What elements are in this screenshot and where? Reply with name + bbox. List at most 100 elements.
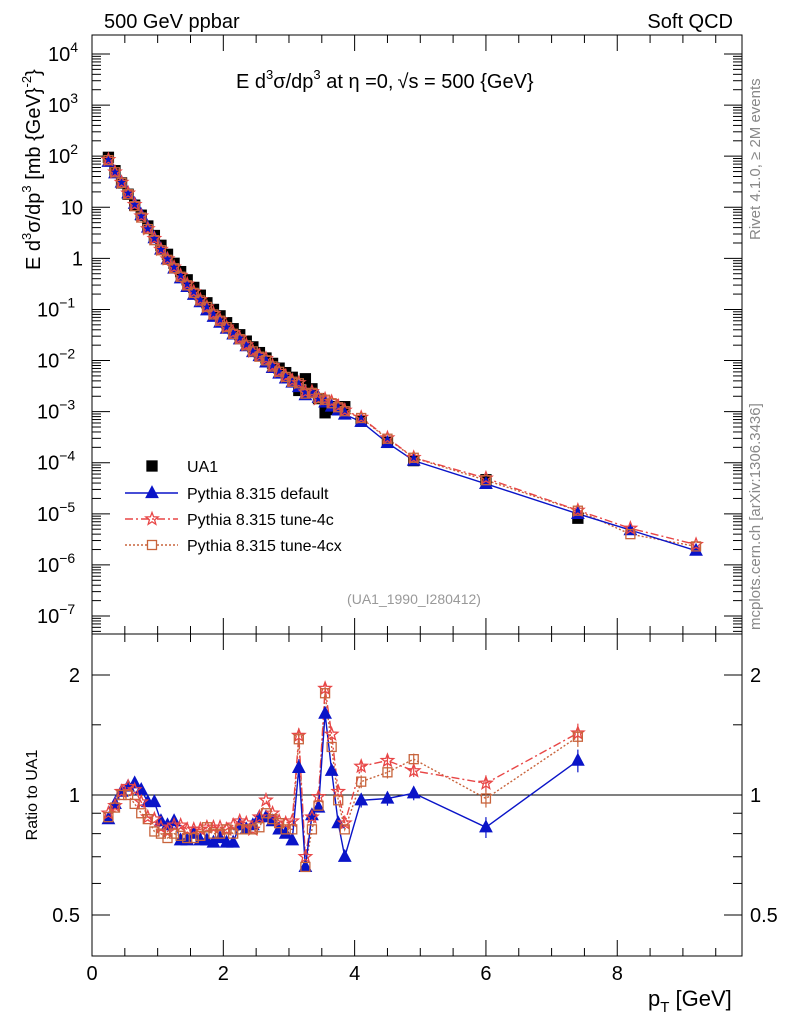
mcplots-reference: mcplots.cern.ch [arXiv:1306.3436] — [747, 403, 764, 630]
x-tick-label: 8 — [612, 963, 623, 985]
tune-4cx-point — [267, 361, 278, 372]
tune-4cx-point — [480, 475, 492, 486]
tune-4cx-point — [408, 452, 419, 463]
tune-4cx-point — [201, 301, 213, 313]
ratio-tune-4c-point — [100, 804, 117, 821]
tune-4cx-point — [625, 528, 636, 540]
x-axis-label: pT [GeV] — [648, 986, 732, 1016]
rivet-version: Rivet 4.1.0, ≥ 2M events — [747, 78, 764, 240]
ratio-tune-4c-point — [126, 781, 143, 797]
tune-4cx-point — [188, 287, 199, 299]
x-tick-label: 6 — [480, 963, 491, 985]
legend-tune-4c-marker — [144, 510, 160, 526]
ratio-y-tick-label-right: 2 — [750, 665, 761, 687]
ratio-default-point — [291, 759, 306, 773]
ratio-default-point — [380, 790, 395, 804]
ratio-tune-4c-point — [290, 727, 307, 743]
tune-4cx-point — [287, 376, 298, 387]
ratio-tune-4cx-point — [201, 822, 213, 833]
tune-4cx-point — [129, 201, 140, 212]
y-tick-label: 10−4 — [37, 448, 75, 475]
ratio-tune-4c-point — [264, 804, 281, 821]
ratio-tune-4cx-point — [287, 824, 298, 835]
legend-label: Pythia 8.315 tune-4cx — [187, 538, 342, 555]
tune-4cx-point — [136, 212, 147, 223]
y-tick-label: 10−6 — [37, 550, 75, 577]
tune-4cx-point — [214, 315, 226, 326]
tune-4cx-point — [293, 378, 304, 389]
ratio-tune-4cx-point — [234, 824, 245, 835]
x-tick-label: 0 — [86, 963, 97, 985]
tune-4cx-point — [241, 340, 252, 351]
ratio-default-point — [278, 825, 293, 839]
ratio-tune-4c-point — [297, 848, 314, 864]
tune-4cx-point — [254, 351, 265, 362]
x-tick-label: 4 — [349, 963, 360, 985]
ratio-tune-4cx-point — [195, 830, 206, 841]
ratio-default-point — [226, 834, 241, 848]
ratio-tune-4c-point — [284, 812, 301, 828]
ratio-tune-4cx-point — [333, 795, 344, 806]
ratio-default-point — [213, 830, 227, 844]
ratio-tune-4cx-point — [142, 813, 153, 825]
ratio-tune-4cx-point — [109, 802, 121, 813]
legend-tune-4cx-marker — [146, 539, 158, 551]
ratio-tune-4c-point — [379, 752, 396, 768]
ratio-default-point — [406, 785, 421, 799]
tune-4cx-point — [339, 406, 350, 417]
ratio-tune-4cx-point — [116, 789, 127, 801]
ratio-tune-4c-point — [277, 814, 294, 830]
ratio-tune-4c-point — [569, 724, 586, 740]
ratio-tune-4cx-point — [182, 832, 193, 844]
main-title: E d3σ/dp3 at η =0, √s = 500 {GeV} — [236, 67, 534, 93]
ratio-tune-4cx-point — [149, 826, 160, 837]
y-tick-label: 1 — [72, 248, 83, 270]
legend-default-marker — [145, 485, 159, 499]
legend-label: Pythia 8.315 tune-4c — [187, 512, 334, 529]
tune-4cx-point — [300, 388, 311, 399]
ratio-tune-4cx-point — [247, 824, 259, 835]
tune-4cx-point — [142, 223, 153, 235]
ratio-tune-4c-point — [192, 821, 209, 837]
ratio-default-point — [337, 848, 352, 862]
ratio-default-point — [570, 752, 585, 766]
ratio-default-point — [479, 819, 493, 833]
tune-4cx-point — [356, 412, 367, 424]
tune-4cx-point — [208, 309, 219, 320]
y-tick-label: 10−1 — [37, 294, 75, 321]
y-tick-label: 10−2 — [37, 346, 75, 373]
ratio-tune-4cx-point — [293, 734, 304, 745]
ratio-y-axis-label: Ratio to UA1 — [24, 750, 41, 841]
ratio-default-point — [147, 794, 162, 808]
tune-4cx-point — [116, 177, 127, 189]
tune-4cx-point — [306, 387, 318, 399]
y-tick-label: 10−7 — [37, 601, 75, 628]
ratio-tune-4cx-point — [339, 824, 350, 835]
ratio-tune-4cx-point — [280, 824, 291, 835]
ratio-default-point — [324, 762, 339, 776]
ratio-tune-4c-point — [323, 725, 340, 742]
tune-4cx-point — [313, 392, 324, 404]
y-tick-label: 10−3 — [37, 397, 75, 424]
legend-label: UA1 — [187, 459, 218, 476]
ratio-tune-4c-point — [304, 808, 320, 824]
y-tick-label: 103 — [48, 90, 78, 117]
ratio-y-tick-label-right: 1 — [750, 785, 761, 807]
tune-4cx-point — [382, 433, 393, 444]
ratio-tune-4c-point — [477, 774, 494, 791]
ratio-tune-4c-point — [231, 812, 248, 828]
y-tick-label: 104 — [48, 39, 78, 66]
tune-4cx-point — [109, 167, 121, 178]
tune-4cx-point — [234, 334, 245, 345]
ratio-tune-4cx-point — [273, 817, 285, 829]
ratio-ticks: 2 2 1 1 0.5 0.5 0 2 4 6 8 — [52, 634, 778, 985]
ratio-tune-4cx-point — [129, 798, 140, 810]
ratio-y-tick-label-right: 0.5 — [750, 905, 778, 927]
ratio-y-tick-label: 2 — [69, 665, 80, 687]
main-series — [100, 151, 704, 556]
tune-4cx-point — [228, 328, 239, 339]
y-tick-label: 10 — [61, 197, 83, 219]
ratio-tune-4cx-point — [260, 808, 272, 819]
tune-4cx-point — [247, 346, 259, 357]
